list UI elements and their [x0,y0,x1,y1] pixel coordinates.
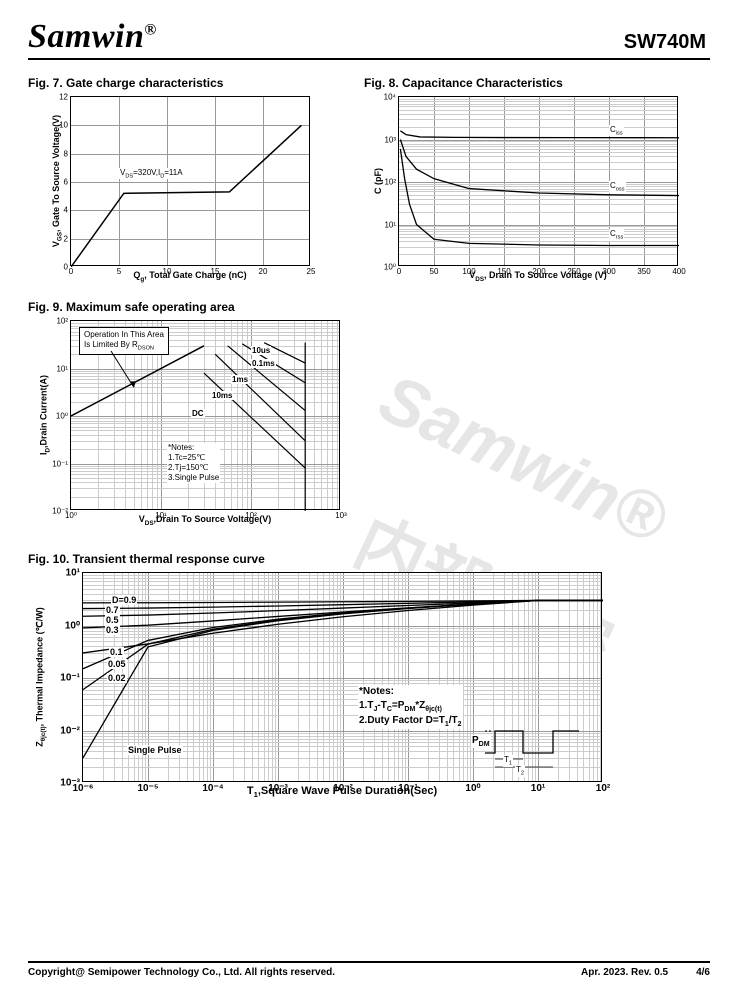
brand-logo: Samwin® [28,18,157,56]
brand-text: Samwin [28,18,144,55]
fig8-chart: C (pF) VDS, Drain To Source Voltage (V) … [398,96,678,266]
footer-rev: Apr. 2023. Rev. 0.5 [581,967,668,978]
watermark-brand: Samwin® [368,359,679,559]
fig10-ylabel: Zθjc(t), Thermal Impedance (℃/W) [34,607,47,747]
page-footer: Copyright@ Semipower Technology Co., Ltd… [28,961,710,978]
fig9-title: Fig. 9. Maximum safe operating area [28,300,710,314]
page-header: Samwin® SW740M [28,18,710,60]
fig9-chart: ID,Drain Current(A) VDS,Drain To Source … [70,320,340,510]
fig7-title: Fig. 7. Gate charge characteristics [28,76,338,90]
brand-reg: ® [144,22,156,39]
fig7-chart: VGS, Gate To Source Voltage(V) Qg, Total… [70,96,310,266]
footer-page: 4/6 [696,967,710,978]
fig9-ylabel: ID,Drain Current(A) [39,375,52,455]
fig10-chart: Zθjc(t), Thermal Impedance (℃/W) T1,Squa… [82,572,602,782]
fig8-title: Fig. 8. Capacitance Characteristics [364,76,710,90]
fig10-title: Fig. 10. Transient thermal response curv… [28,552,710,566]
fig7-xlabel: Qg, Total Gate Charge (nC) [133,270,246,283]
fig7-ylabel: VGS, Gate To Source Voltage(V) [51,115,64,247]
fig8-ylabel: C (pF) [373,168,383,194]
footer-copyright: Copyright@ Semipower Technology Co., Ltd… [28,967,335,978]
part-number: SW740M [624,31,706,54]
